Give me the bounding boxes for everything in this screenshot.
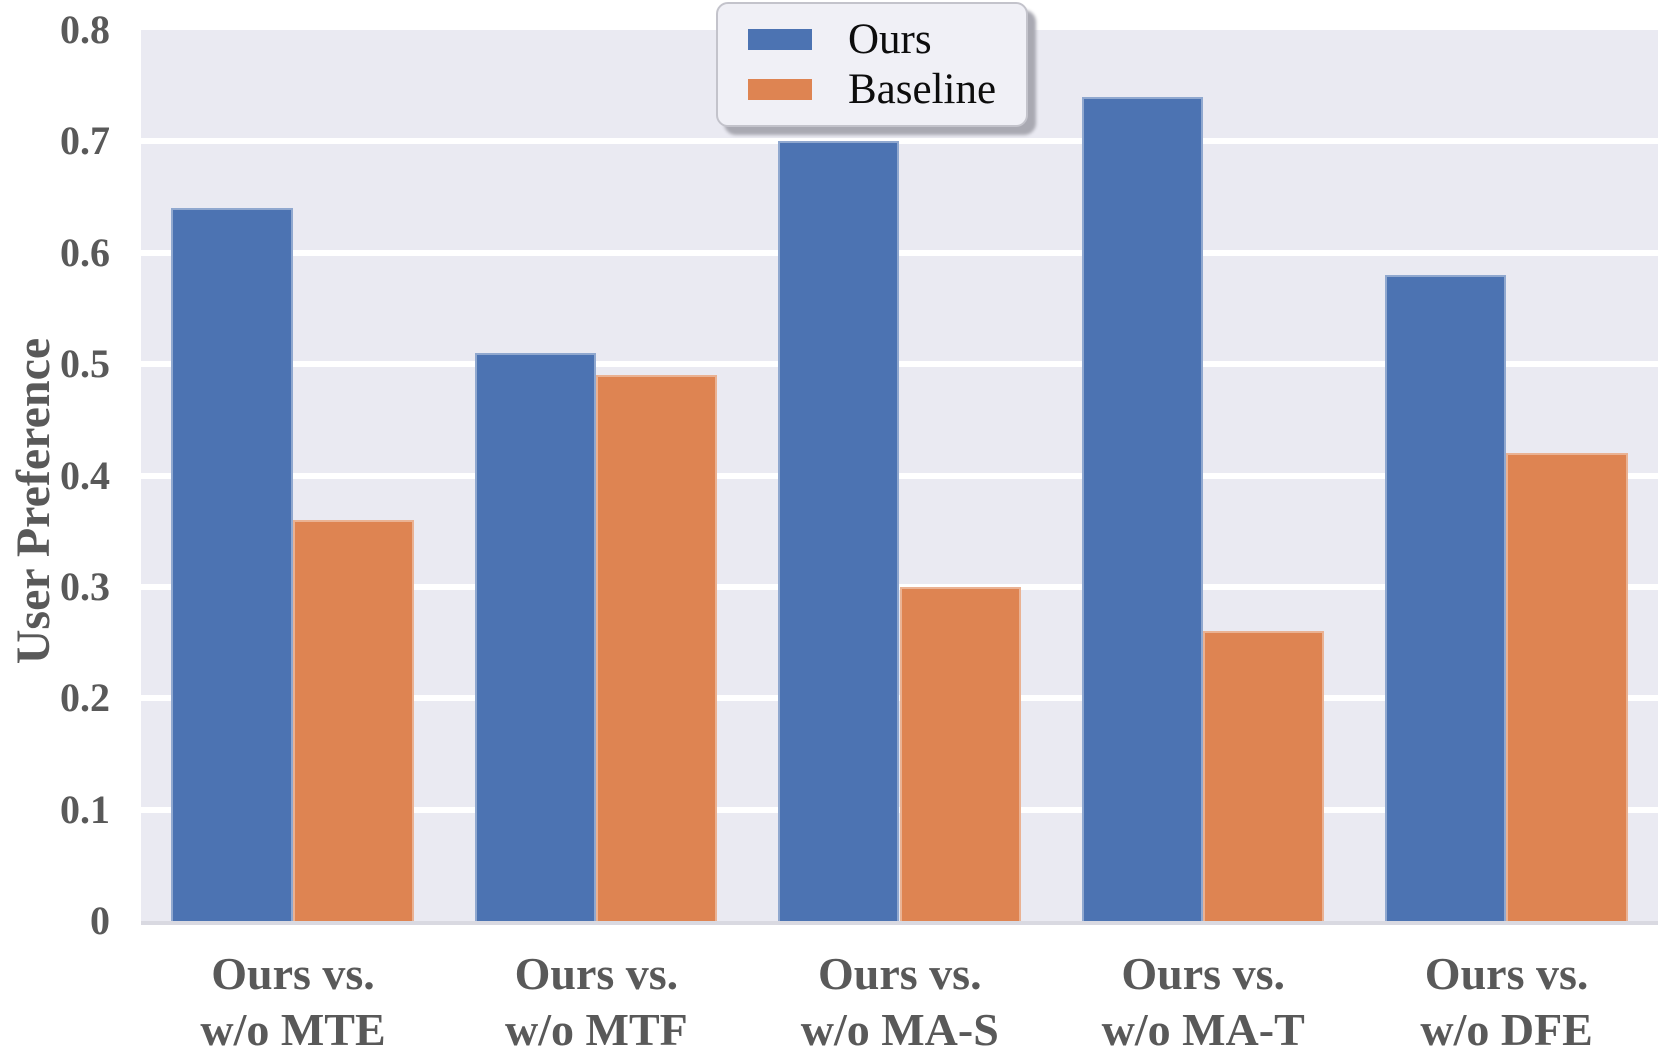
bar-baseline-w-o-ma-s [899,586,1021,921]
x-tick-label-line2: w/o MA-T [1101,1004,1305,1048]
x-tick-label-line1: Ours vs. [514,948,679,999]
gridline-0.6 [141,249,1658,256]
x-tick-label-line1: Ours vs. [211,948,375,999]
y-tick-label-0.1: 0.1 [60,786,110,832]
gridline-0.5 [141,361,1658,368]
bar-baseline-w-o-mte [292,520,415,921]
gridline-0.4 [141,472,1658,479]
bar-ours-w-o-ma-t [1081,96,1203,921]
bar-baseline-w-o-dfe [1506,453,1628,921]
y-tick-label-0.7: 0.7 [60,118,110,164]
x-tick-label-line1: Ours vs. [1121,948,1285,999]
legend-entry-baseline: Baseline [748,67,1016,112]
y-tick-label-0: 0 [90,898,110,943]
x-tick-label-line2: w/o MTF [505,1004,688,1048]
x-tick-label-w-o-ma-t: Ours vs. w/o MA-T [1051,946,1355,1048]
y-tick-label-0.4: 0.4 [60,452,110,498]
y-tick-label-0.2: 0.2 [60,675,110,721]
bar-baseline-w-o-ma-t [1202,631,1325,921]
x-tick-label-w-o-dfe: Ours vs. w/o DFE [1355,946,1659,1048]
x-tick-label-w-o-mtf: Ours vs. w/o MTF [444,946,748,1048]
gridline-0.7 [141,138,1658,145]
bar-ours-w-o-dfe [1384,275,1507,921]
legend-label-baseline: Baseline [848,66,997,114]
legend-swatch-baseline [748,79,812,101]
bar-ours-w-o-mte [171,208,293,921]
y-tick-label-0.8: 0.8 [60,7,110,52]
x-tick-label-line2: w/o DFE [1420,1004,1593,1048]
x-tick-label-w-o-mte: Ours vs. w/o MTE [141,946,445,1048]
y-tick-label-0.5: 0.5 [60,341,110,387]
legend: Ours Baseline [716,2,1028,128]
y-tick-label-0.6: 0.6 [60,229,110,275]
legend-label-ours: Ours [848,16,932,63]
bar-ours-w-o-ma-s [778,141,900,921]
legend-swatch-ours [748,29,812,51]
x-tick-label-line2: w/o MA-S [800,1004,999,1048]
x-tick-label-line2: w/o MTE [200,1004,386,1048]
plot-area [141,30,1658,925]
x-tick-label-line1: Ours vs. [1424,948,1589,999]
x-tick-label-w-o-ma-s: Ours vs. w/o MA-S [748,946,1052,1048]
bar-ours-w-o-mtf [474,353,597,921]
bar-baseline-w-o-mtf [596,375,718,921]
legend-entry-ours: Ours [748,17,1016,62]
y-tick-label-0.3: 0.3 [60,563,110,609]
x-tick-label-line1: Ours vs. [818,948,982,999]
